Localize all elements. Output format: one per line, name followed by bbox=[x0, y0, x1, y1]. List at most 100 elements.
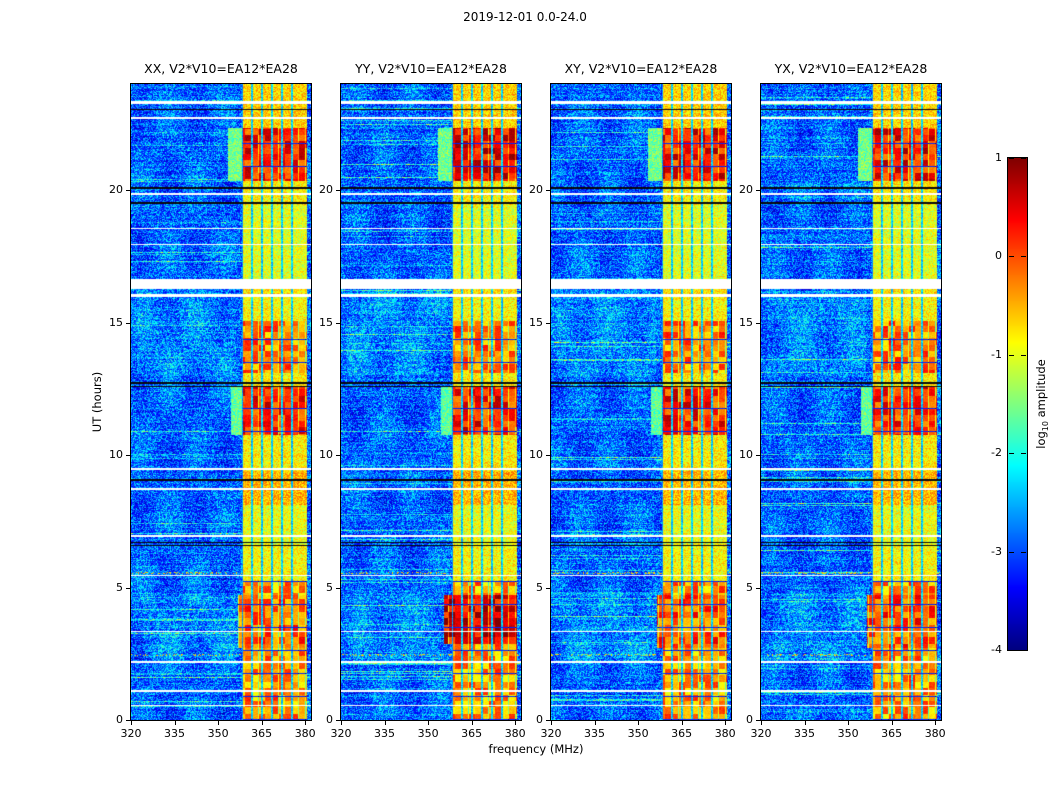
colorbar-tick-label: -3 bbox=[991, 544, 1002, 558]
spectrogram-canvas-xx bbox=[131, 84, 311, 720]
x-tick-label: 365 bbox=[251, 727, 273, 740]
y-tick-mark bbox=[126, 455, 130, 456]
x-tick-label: 365 bbox=[881, 727, 903, 740]
y-tick-mark bbox=[756, 322, 760, 324]
y-tick-label: 15 bbox=[109, 315, 123, 329]
x-tick-label: 365 bbox=[461, 727, 483, 740]
colorbar-tick-mark bbox=[1021, 551, 1026, 553]
y-tick-mark bbox=[336, 190, 340, 191]
y-tick-mark bbox=[336, 720, 340, 721]
colorbar-tick-label: 1 bbox=[995, 151, 1002, 164]
y-tick-mark bbox=[126, 720, 130, 721]
y-tick-mark bbox=[126, 587, 130, 589]
colorbar-label: log10 amplitude bbox=[1034, 359, 1050, 449]
x-tick-mark bbox=[305, 721, 307, 725]
colorbar-tick-mark bbox=[1009, 158, 1014, 159]
panel-title-xy: XY, V2*V10=EA12*EA28 bbox=[564, 61, 718, 76]
y-tick-label: 5 bbox=[536, 580, 543, 594]
y-tick-mark bbox=[756, 190, 760, 191]
y-tick-label: 5 bbox=[116, 580, 123, 594]
x-tick-label: 380 bbox=[294, 727, 316, 740]
y-tick-mark bbox=[546, 190, 550, 191]
y-tick-label: 0 bbox=[326, 713, 333, 726]
spectrogram-canvas-xy bbox=[551, 84, 731, 720]
y-tick-label: 10 bbox=[319, 448, 333, 461]
x-tick-mark bbox=[935, 721, 937, 725]
x-tick-mark bbox=[384, 721, 386, 725]
x-tick-mark bbox=[261, 721, 263, 725]
y-tick-mark bbox=[546, 587, 550, 589]
x-tick-label: 350 bbox=[627, 727, 649, 740]
x-tick-label: 320 bbox=[540, 727, 562, 740]
y-tick-label: 20 bbox=[529, 183, 543, 196]
x-tick-label: 320 bbox=[750, 727, 772, 740]
y-tick-label: 15 bbox=[319, 315, 333, 329]
y-tick-mark bbox=[756, 587, 760, 589]
colorbar-tick-mark bbox=[1021, 453, 1026, 455]
panel-title-yx: YX, V2*V10=EA12*EA28 bbox=[774, 61, 928, 76]
y-tick-label: 5 bbox=[746, 580, 753, 594]
y-tick-mark bbox=[546, 720, 550, 721]
x-tick-mark bbox=[848, 721, 850, 725]
x-tick-mark bbox=[725, 721, 727, 725]
x-tick-mark bbox=[551, 721, 552, 725]
x-tick-label: 335 bbox=[164, 727, 186, 740]
x-tick-mark bbox=[594, 721, 596, 725]
x-tick-label: 380 bbox=[924, 727, 946, 740]
x-tick-mark bbox=[515, 721, 517, 725]
x-tick-mark bbox=[341, 721, 342, 725]
y-tick-label: 20 bbox=[739, 183, 753, 196]
y-tick-mark bbox=[336, 322, 340, 324]
spectrogram-canvas-yy bbox=[341, 84, 521, 720]
x-tick-mark bbox=[131, 721, 132, 725]
colorbar-label-sub: 10 bbox=[1041, 421, 1050, 432]
x-tick-mark bbox=[471, 721, 473, 725]
y-tick-mark bbox=[756, 455, 760, 456]
colorbar-tick-label: 0 bbox=[995, 249, 1002, 263]
x-tick-mark bbox=[638, 721, 640, 725]
panel-title-xx: XX, V2*V10=EA12*EA28 bbox=[144, 61, 298, 76]
y-tick-label: 0 bbox=[746, 713, 753, 726]
y-tick-label: 15 bbox=[739, 315, 753, 329]
y-tick-label: 20 bbox=[319, 183, 333, 196]
y-tick-mark bbox=[126, 322, 130, 324]
x-tick-label: 350 bbox=[207, 727, 229, 740]
y-tick-label: 15 bbox=[529, 315, 543, 329]
x-tick-label: 350 bbox=[417, 727, 439, 740]
x-tick-mark bbox=[891, 721, 893, 725]
x-tick-label: 380 bbox=[504, 727, 526, 740]
colorbar-tick-mark bbox=[1009, 256, 1014, 258]
x-tick-label: 335 bbox=[794, 727, 816, 740]
y-tick-mark bbox=[126, 190, 130, 191]
x-tick-label: 335 bbox=[584, 727, 606, 740]
y-tick-mark bbox=[546, 322, 550, 324]
x-tick-label: 320 bbox=[120, 727, 142, 740]
colorbar-tick-mark bbox=[1009, 354, 1014, 356]
y-tick-mark bbox=[336, 455, 340, 456]
y-tick-label: 10 bbox=[739, 448, 753, 461]
y-tick-label: 10 bbox=[529, 448, 543, 461]
y-tick-label: 10 bbox=[109, 448, 123, 461]
y-tick-label: 0 bbox=[536, 713, 543, 726]
x-tick-mark bbox=[174, 721, 176, 725]
y-tick-label: 0 bbox=[116, 713, 123, 726]
x-tick-label: 380 bbox=[714, 727, 736, 740]
colorbar-canvas bbox=[1008, 158, 1027, 650]
x-tick-label: 365 bbox=[671, 727, 693, 740]
colorbar-label-suffix: amplitude bbox=[1033, 359, 1048, 422]
colorbar-tick-mark bbox=[1009, 650, 1014, 651]
x-tick-mark bbox=[761, 721, 762, 725]
colorbar-tick-mark bbox=[1009, 453, 1014, 455]
colorbar-tick-mark bbox=[1021, 354, 1026, 356]
x-tick-mark bbox=[428, 721, 430, 725]
y-tick-label: 20 bbox=[109, 183, 123, 196]
y-tick-mark bbox=[546, 455, 550, 456]
y-tick-mark bbox=[336, 587, 340, 589]
figure-title: 2019-12-01 0.0-24.0 bbox=[463, 10, 587, 24]
colorbar-tick-label: -1 bbox=[991, 347, 1002, 361]
colorbar-tick-mark bbox=[1021, 158, 1026, 159]
y-axis-label: UT (hours) bbox=[90, 371, 104, 433]
colorbar-tick-mark bbox=[1021, 256, 1026, 258]
colorbar-label-prefix: log bbox=[1033, 431, 1048, 449]
colorbar-tick-mark bbox=[1021, 650, 1026, 651]
